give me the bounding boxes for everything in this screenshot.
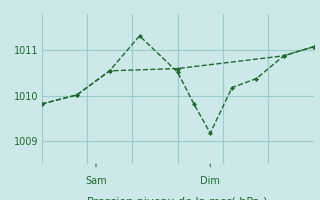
Text: Pression niveau de la mer( hPa ): Pression niveau de la mer( hPa ): [87, 197, 268, 200]
Text: Dim: Dim: [200, 176, 220, 186]
Text: Sam: Sam: [85, 176, 107, 186]
